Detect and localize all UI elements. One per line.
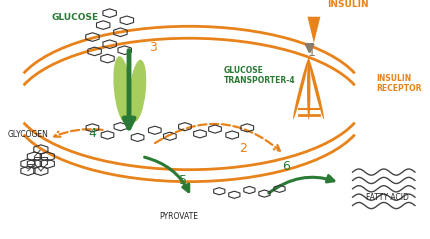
Text: 4: 4 (89, 127, 96, 140)
Ellipse shape (129, 60, 146, 122)
Polygon shape (307, 17, 320, 43)
Ellipse shape (114, 56, 132, 123)
Text: 6: 6 (282, 160, 290, 173)
Text: 2: 2 (239, 142, 247, 155)
Text: INSULIN: INSULIN (327, 0, 369, 9)
Text: GLUCOSE: GLUCOSE (52, 13, 99, 22)
Ellipse shape (293, 58, 309, 119)
Ellipse shape (308, 58, 324, 119)
Text: GLYCOGEN: GLYCOGEN (7, 130, 49, 139)
Ellipse shape (307, 57, 310, 120)
Text: 5: 5 (179, 174, 187, 187)
Text: INSULIN
RECEPTOR: INSULIN RECEPTOR (376, 74, 422, 93)
Text: 3: 3 (149, 41, 157, 54)
Text: 1: 1 (308, 46, 316, 59)
Text: FATTY ACID: FATTY ACID (366, 193, 408, 201)
Text: GLUCOSE
TRANSPORTER-4: GLUCOSE TRANSPORTER-4 (224, 65, 295, 85)
Text: PYROVATE: PYROVATE (159, 212, 198, 221)
